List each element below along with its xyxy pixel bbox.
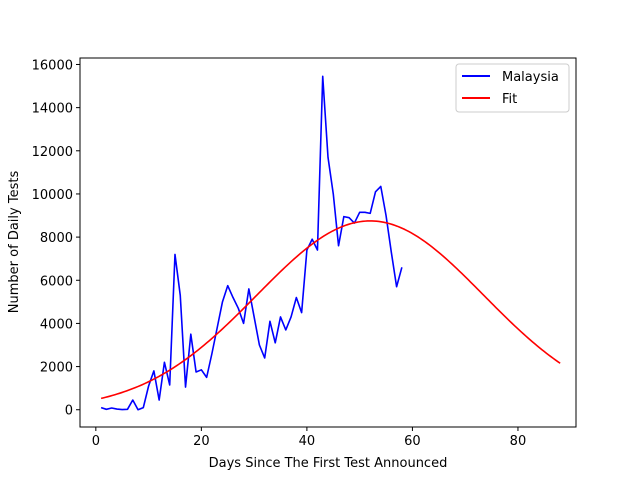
legend-label-fit: Fit [502, 92, 517, 107]
x-tick-label: 20 [193, 434, 210, 449]
y-tick-label: 4000 [40, 317, 73, 332]
y-tick-label: 6000 [40, 274, 73, 289]
y-tick-label: 12000 [32, 145, 73, 160]
x-tick-label: 40 [299, 434, 316, 449]
legend-label-malaysia: Malaysia [502, 70, 559, 85]
y-tick-label: 8000 [40, 231, 73, 246]
series-line-malaysia [100, 75, 403, 411]
series-line-fit [100, 220, 561, 400]
x-tick-label: 80 [510, 434, 527, 449]
y-tick-label: 2000 [40, 361, 73, 376]
plot-area-frame [79, 57, 577, 428]
series-lines [100, 75, 561, 411]
y-tick-label: 16000 [32, 58, 73, 73]
x-tick-label: 60 [404, 434, 421, 449]
x-axis-title: Days Since The First Test Announced [209, 456, 448, 471]
y-axis-ticks: 0 2000 4000 6000 8000 10000 12000 14000 16000 [32, 58, 80, 419]
x-axis-ticks: 0 20 40 60 80 [92, 427, 527, 449]
x-tick-label: 0 [92, 434, 100, 449]
y-tick-label: 0 [65, 404, 73, 419]
y-tick-label: 10000 [32, 188, 73, 203]
y-axis-title: Number of Daily Tests [7, 171, 22, 314]
legend: Malaysia Fit [455, 63, 570, 113]
y-tick-label: 14000 [32, 102, 73, 117]
